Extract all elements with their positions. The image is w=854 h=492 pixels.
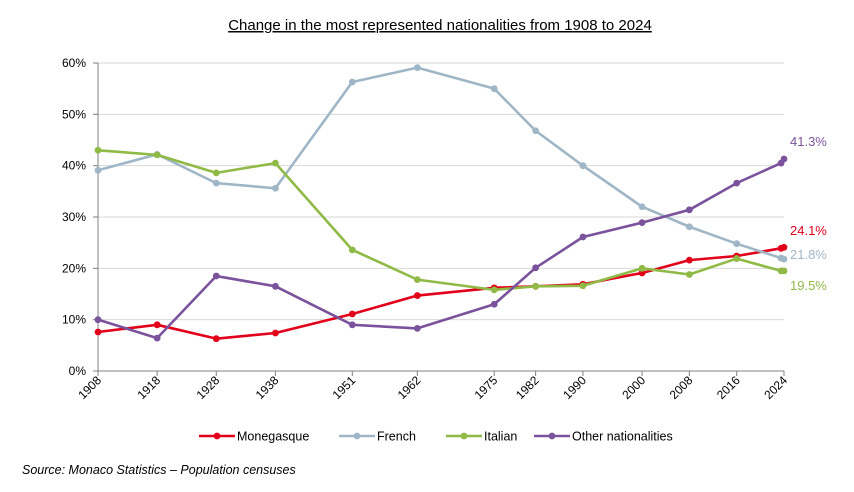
x-tick-label: 2016 (714, 373, 743, 402)
data-point (413, 292, 421, 299)
data-point (94, 316, 102, 324)
data-point (212, 335, 220, 343)
data-point (272, 184, 279, 192)
x-tick-label: 1982 (513, 373, 542, 402)
data-point (532, 127, 540, 135)
legend-marker (548, 432, 556, 440)
x-axis-ticks: 1908 1918 1928 1938 1951 1962 1975 1982 1990 2000… (75, 371, 790, 402)
x-tick-label: 1990 (560, 373, 589, 402)
end-label: 21.8% (790, 247, 827, 262)
data-point (638, 264, 646, 272)
series-group (94, 64, 788, 343)
x-tick-label: 1928 (194, 373, 223, 402)
x-tick-label: 2000 (619, 373, 648, 402)
chart-title: Change in the most represented nationali… (228, 17, 652, 34)
data-point (733, 240, 741, 248)
data-point (272, 329, 279, 337)
data-point (685, 256, 693, 264)
series-line-italian (97, 148, 784, 292)
data-point (733, 255, 741, 262)
x-tick-label: 1918 (134, 373, 163, 402)
y-tick-label: 10% (62, 313, 86, 327)
data-point (348, 246, 356, 254)
y-tick-label: 30% (62, 210, 86, 224)
data-point (638, 219, 646, 227)
legend: Monegasque French Italian Other nationaliti… (199, 430, 673, 444)
legend-marker (213, 432, 221, 440)
data-point (348, 321, 356, 329)
data-point (153, 321, 161, 329)
y-tick-label: 50% (62, 107, 86, 121)
data-point (94, 146, 102, 154)
data-point (579, 282, 587, 290)
data-point (579, 162, 587, 170)
legend-label: Other nationalities (572, 430, 673, 444)
x-tick-label: 1951 (330, 373, 359, 402)
legend-label: Monegasque (237, 430, 309, 444)
data-point (153, 334, 161, 342)
data-point (413, 64, 421, 72)
legend-label: French (377, 430, 416, 444)
y-axis-ticks: 0% 10% 20% 30% 40% 50% 60% (62, 56, 86, 378)
end-label: 24.1% (790, 223, 827, 238)
legend-label: Italian (484, 430, 517, 444)
data-point (685, 271, 693, 278)
legend-marker (353, 432, 361, 440)
data-point (780, 243, 788, 251)
y-tick-label: 20% (62, 261, 86, 275)
series-line-french (97, 66, 785, 261)
data-point (685, 223, 693, 231)
x-tick-label: 1962 (395, 373, 424, 402)
data-point (272, 282, 279, 290)
data-point (780, 155, 788, 163)
y-tick-label: 60% (62, 56, 86, 70)
data-point (94, 328, 102, 336)
data-point (579, 233, 587, 241)
data-point (733, 179, 741, 187)
legend-marker (460, 432, 468, 440)
data-point (490, 300, 498, 308)
source-note: Source: Monaco Statistics – Population c… (22, 463, 296, 477)
data-point (413, 276, 421, 284)
data-point (348, 78, 356, 86)
data-point (685, 206, 693, 214)
end-label: 41.3% (790, 134, 827, 149)
data-point (212, 169, 220, 177)
data-point (490, 286, 498, 294)
data-point (94, 166, 102, 174)
data-point (348, 310, 356, 318)
x-tick-label: 1975 (472, 373, 501, 402)
end-labels: 24.1% 21.8% 19.5% 41.3% (790, 134, 827, 293)
x-tick-label: 2024 (761, 373, 790, 402)
data-point (780, 255, 788, 263)
data-point (212, 179, 220, 187)
y-tick-label: 0% (69, 364, 87, 378)
data-point (780, 267, 788, 275)
data-point (212, 272, 220, 280)
x-tick-label: 2008 (667, 373, 696, 402)
data-point (638, 203, 646, 211)
data-point (532, 282, 540, 290)
data-point (490, 85, 498, 93)
data-point (532, 264, 540, 272)
data-point (413, 324, 421, 332)
data-point (153, 151, 161, 159)
y-tick-label: 40% (62, 159, 86, 173)
series-line-other-nationalities (97, 158, 786, 340)
end-label: 19.5% (790, 278, 827, 293)
data-point (272, 159, 279, 167)
gridlines (98, 62, 784, 321)
x-tick-label: 1938 (253, 373, 282, 402)
